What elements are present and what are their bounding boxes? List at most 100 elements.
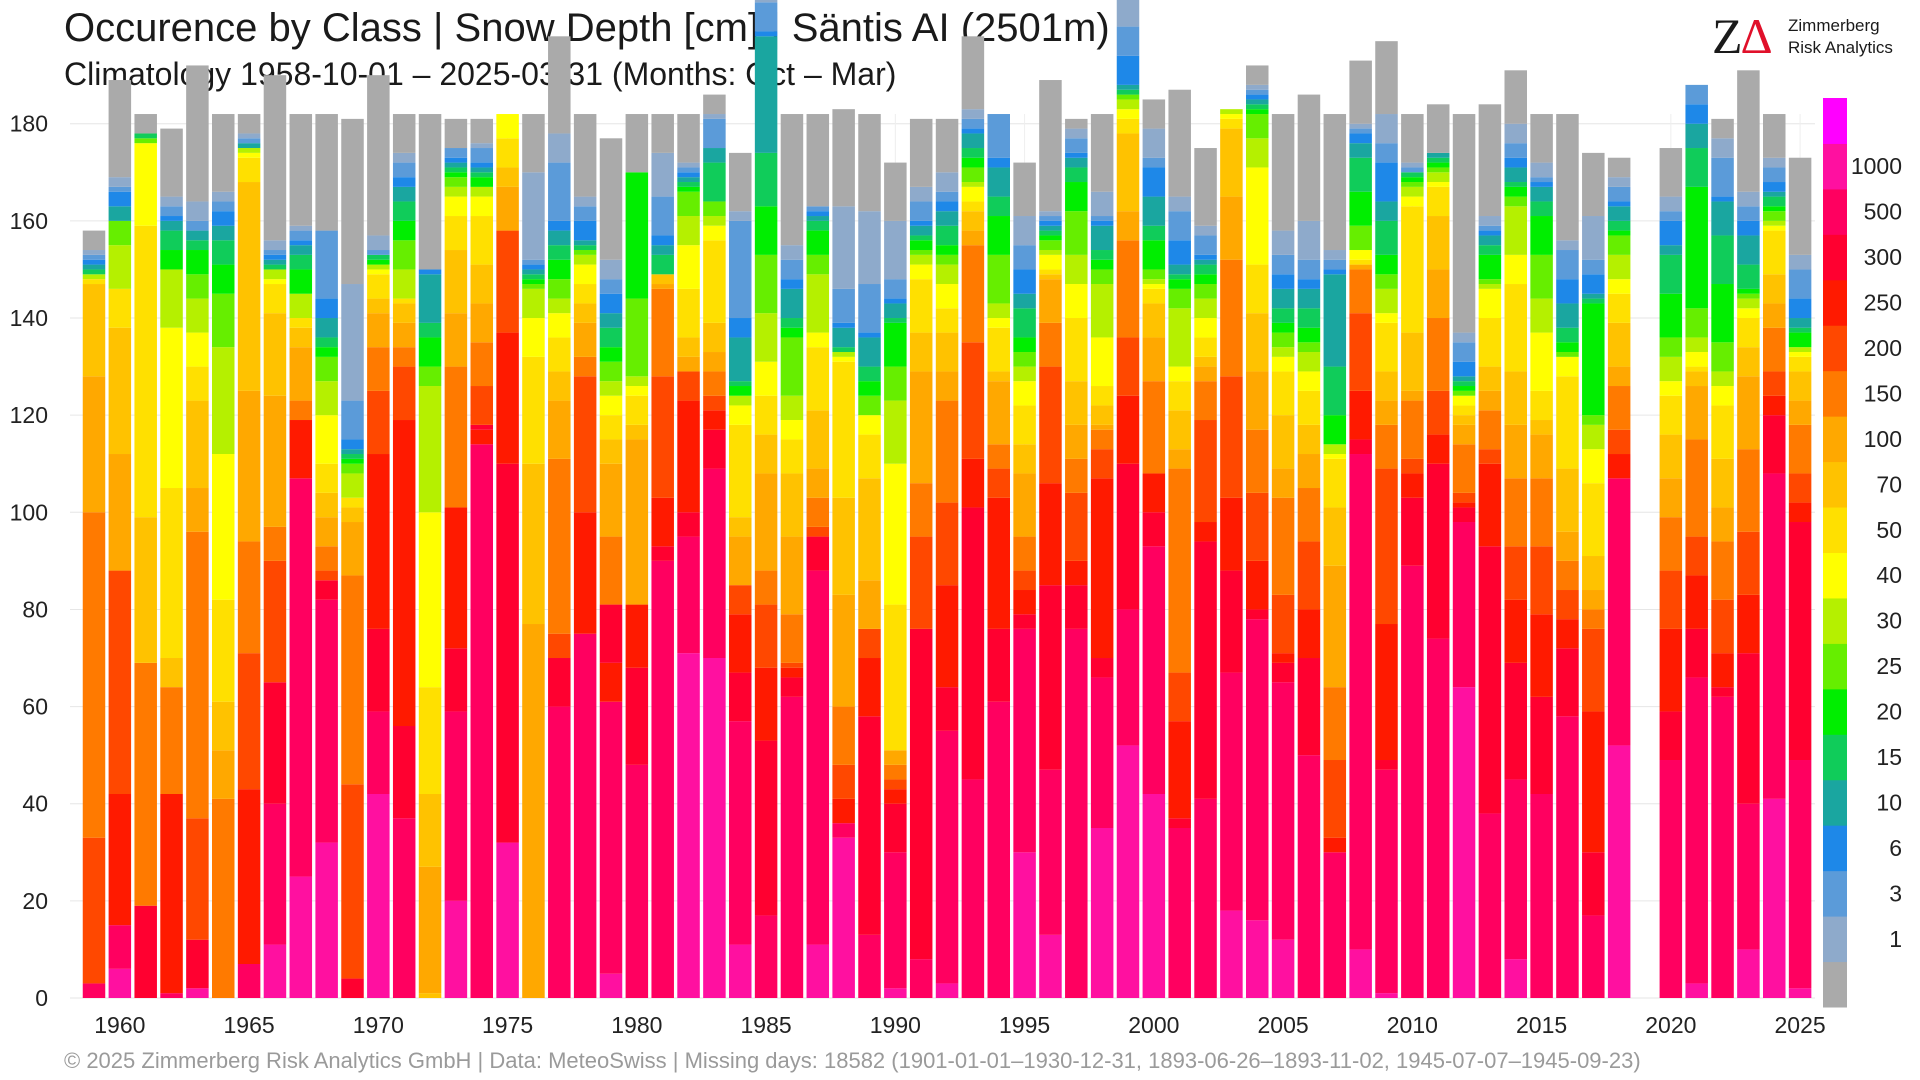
- bar-segment: [1788, 356, 1812, 372]
- bar-segment: [186, 201, 209, 221]
- season-bar: [1065, 118, 1088, 998]
- bar-segment: [780, 696, 804, 998]
- bar-segment: [1039, 769, 1062, 935]
- bar-segment: [677, 172, 700, 178]
- bar-segment: [1452, 522, 1476, 688]
- bar-segment: [935, 211, 959, 226]
- bar-segment: [263, 944, 287, 998]
- bar-segment: [832, 706, 855, 765]
- bar-segment: [1478, 254, 1502, 280]
- bar-segment: [1659, 254, 1683, 294]
- bar-segment: [496, 114, 519, 139]
- y-tick-label: 180: [10, 111, 48, 137]
- bar-segment: [134, 225, 157, 518]
- bar-segment: [884, 298, 907, 304]
- bar-segment: [1607, 157, 1631, 178]
- bar-segment: [212, 240, 235, 265]
- bar-segment: [1556, 619, 1579, 649]
- season-bar: [1607, 157, 1631, 998]
- bar-segment: [1788, 298, 1812, 319]
- colorbar-swatch: [1823, 916, 1847, 963]
- bar-segment: [1607, 322, 1631, 367]
- colorbar-swatch: [1823, 461, 1847, 508]
- bar-segment: [651, 560, 674, 998]
- bar-segment: [1452, 342, 1476, 362]
- bar-segment: [522, 288, 545, 319]
- bar-segment: [1763, 327, 1786, 372]
- bar-segment: [1607, 201, 1631, 207]
- bar-segment: [858, 434, 881, 479]
- bar-segment: [1194, 318, 1217, 338]
- bar-segment: [1504, 284, 1527, 372]
- bar-segment: [1582, 556, 1605, 591]
- bar-segment: [1478, 284, 1502, 289]
- bar-segment: [806, 410, 830, 469]
- bar-segment: [212, 191, 235, 202]
- bar-segment: [367, 628, 390, 712]
- colorbar-label: 1: [1889, 926, 1902, 952]
- bar-segment: [1452, 395, 1476, 406]
- bar-segment: [341, 284, 364, 401]
- bar-segment: [1685, 628, 1708, 678]
- bar-segment: [729, 152, 752, 212]
- bar-segment: [832, 837, 855, 998]
- bar-segment: [754, 36, 778, 153]
- bar-segment: [315, 230, 338, 299]
- bar-segment: [1246, 99, 1269, 105]
- bar-segment: [392, 240, 416, 270]
- bar-segment: [729, 211, 752, 221]
- bar-segment: [1582, 415, 1605, 425]
- bar-segment: [703, 216, 726, 226]
- bar-segment: [729, 318, 752, 338]
- bar-segment: [1788, 347, 1812, 353]
- bar-segment: [1194, 356, 1217, 367]
- bar-segment: [470, 186, 493, 197]
- season-bar: [1323, 114, 1347, 998]
- bar-segment: [1013, 352, 1036, 367]
- bar-segment: [315, 381, 338, 416]
- bar-segment: [548, 658, 571, 707]
- bar-segment: [1375, 424, 1398, 469]
- colorbar-label: 40: [1876, 562, 1902, 588]
- bar-segment: [1297, 308, 1321, 328]
- bar-segment: [1530, 177, 1553, 183]
- bar-segment: [1685, 352, 1708, 367]
- bar-segment: [186, 531, 209, 819]
- bar-segment: [134, 114, 157, 134]
- bar-segment: [1220, 259, 1243, 377]
- bar-segment: [832, 356, 855, 362]
- bar-segment: [961, 167, 985, 183]
- bar-segment: [1659, 220, 1683, 246]
- bar-segment: [754, 2, 778, 32]
- bar-segment: [1737, 298, 1760, 309]
- bar-segment: [1090, 250, 1114, 260]
- bar-segment: [1116, 99, 1140, 110]
- bar-segment: [1711, 405, 1734, 459]
- bar-segment: [160, 216, 183, 221]
- season-bar: [1297, 94, 1321, 998]
- bar-segment: [1401, 565, 1424, 998]
- bar-segment: [1659, 711, 1683, 761]
- bar-segment: [237, 133, 261, 139]
- colorbar-swatch: [1823, 188, 1847, 235]
- bar-segment: [987, 303, 1010, 319]
- bar-segment: [884, 318, 907, 323]
- bar-segment: [729, 386, 752, 396]
- bar-segment: [858, 580, 881, 629]
- bar-segment: [1220, 910, 1243, 998]
- bar-segment: [909, 332, 933, 372]
- bar-segment: [935, 502, 959, 586]
- bar-segment: [909, 628, 933, 960]
- colorbar-label: 6: [1889, 835, 1902, 861]
- bar-segment: [470, 118, 493, 144]
- bar-segment: [82, 254, 106, 260]
- bar-segment: [1323, 274, 1347, 367]
- bar-segment: [599, 293, 623, 314]
- bar-segment: [1556, 250, 1579, 280]
- bar-segment: [961, 507, 985, 780]
- bar-segment: [1530, 546, 1553, 615]
- bar-segment: [1375, 41, 1398, 115]
- bar-segment: [703, 352, 726, 372]
- bar-segment: [729, 536, 752, 586]
- bar-segment: [987, 371, 1010, 382]
